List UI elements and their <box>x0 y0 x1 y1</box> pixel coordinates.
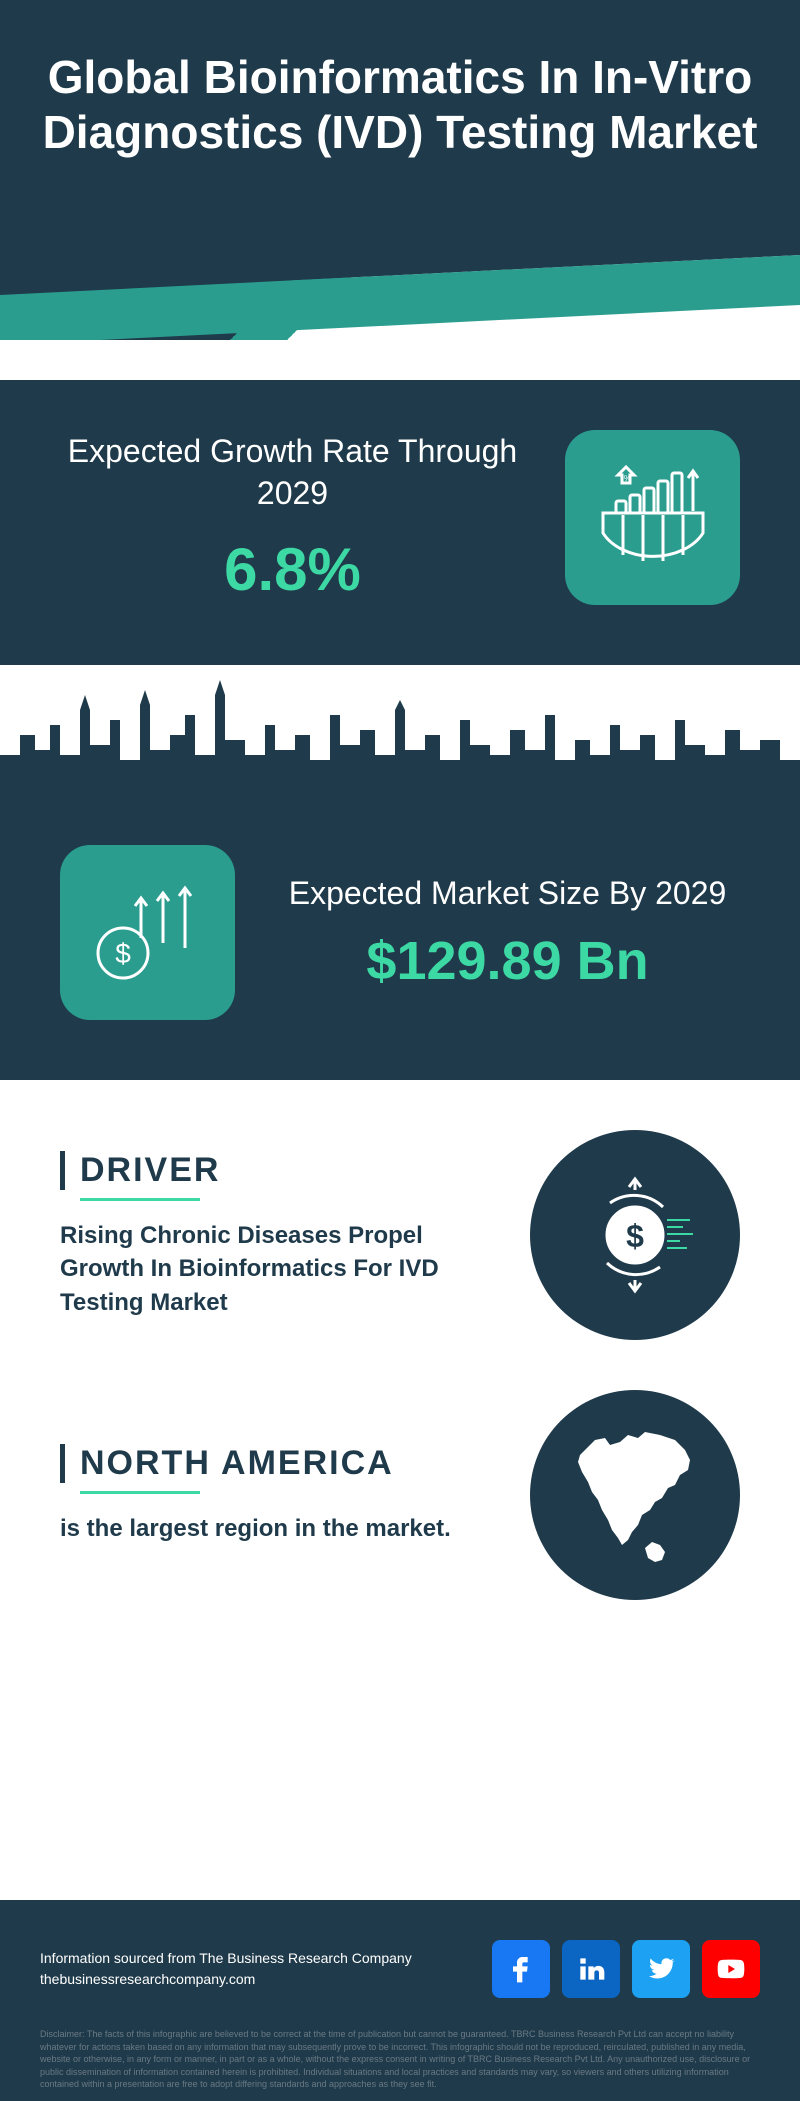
dollar-arrows-icon: $ <box>83 868 213 998</box>
facebook-icon[interactable] <box>492 1940 550 1998</box>
market-icon-container: $ <box>60 845 235 1020</box>
driver-underline <box>80 1198 200 1201</box>
region-row: NORTH AMERICA is the largest region in t… <box>60 1390 740 1600</box>
driver-heading: DRIVER <box>60 1151 500 1190</box>
market-label: Expected Market Size By 2029 <box>275 873 740 915</box>
region-text-block: NORTH AMERICA is the largest region in t… <box>60 1444 530 1546</box>
footer-top-row: Information sourced from The Business Re… <box>40 1940 760 1998</box>
source-line-2: thebusinessresearchcompany.com <box>40 1969 412 1990</box>
growth-label: Expected Growth Rate Through 2029 <box>60 431 525 514</box>
infographic-container: Global Bioinformatics In In-Vitro Diagno… <box>0 0 800 2101</box>
svg-text:$: $ <box>115 938 131 969</box>
growth-rate-section: Expected Growth Rate Through 2029 6.8% <box>0 380 800 665</box>
growth-text-block: Expected Growth Rate Through 2029 6.8% <box>60 431 525 603</box>
region-description: is the largest region in the market. <box>60 1512 500 1546</box>
info-section: DRIVER Rising Chronic Diseases Propel Gr… <box>0 1080 800 1700</box>
region-heading: NORTH AMERICA <box>60 1444 500 1483</box>
market-size-section: $ Expected Market Size By 2029 $129.89 B… <box>0 795 800 1080</box>
region-icon-circle <box>530 1390 740 1600</box>
dollar-cycle-icon: $ <box>565 1165 705 1305</box>
svg-text:$: $ <box>626 1218 644 1254</box>
twitter-icon[interactable] <box>632 1940 690 1998</box>
region-underline <box>80 1491 200 1494</box>
driver-text-block: DRIVER Rising Chronic Diseases Propel Gr… <box>60 1151 530 1320</box>
growth-icon-container: % <box>565 430 740 605</box>
footer-source-text: Information sourced from The Business Re… <box>40 1948 412 1990</box>
page-title: Global Bioinformatics In In-Vitro Diagno… <box>0 50 800 160</box>
disclaimer-text: Disclaimer: The facts of this infographi… <box>40 2018 760 2091</box>
city-skyline-divider <box>0 665 800 795</box>
svg-text:%: % <box>624 474 631 483</box>
growth-chart-globe-icon: % <box>588 453 718 583</box>
north-america-map-icon <box>550 1410 720 1580</box>
youtube-icon[interactable] <box>702 1940 760 1998</box>
footer-section: Information sourced from The Business Re… <box>0 1900 800 2101</box>
growth-value: 6.8% <box>60 535 525 604</box>
driver-description: Rising Chronic Diseases Propel Growth In… <box>60 1219 500 1320</box>
driver-row: DRIVER Rising Chronic Diseases Propel Gr… <box>60 1130 740 1340</box>
social-icons-row <box>492 1940 760 1998</box>
header-section: Global Bioinformatics In In-Vitro Diagno… <box>0 0 800 340</box>
driver-icon-circle: $ <box>530 1130 740 1340</box>
market-value: $129.89 Bn <box>275 930 740 992</box>
market-text-block: Expected Market Size By 2029 $129.89 Bn <box>275 873 740 992</box>
source-line-1: Information sourced from The Business Re… <box>40 1948 412 1969</box>
linkedin-icon[interactable] <box>562 1940 620 1998</box>
